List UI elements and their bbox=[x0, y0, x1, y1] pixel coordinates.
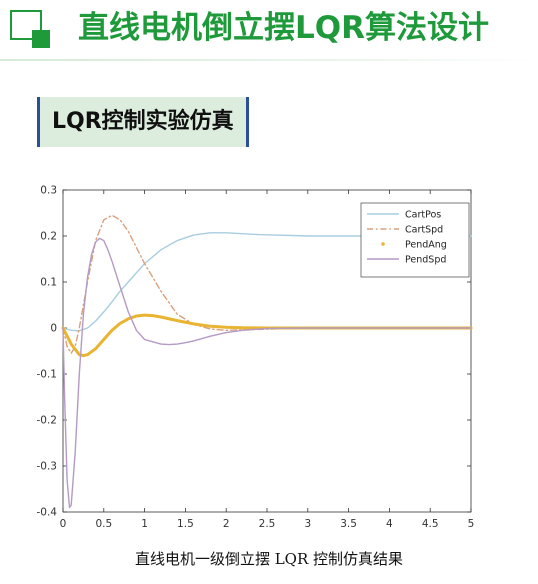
x-tick-label: 4.5 bbox=[422, 518, 439, 530]
y-tick-label: -0.2 bbox=[37, 415, 58, 427]
title-deco-filled-square bbox=[32, 30, 50, 48]
x-tick-label: 2 bbox=[223, 518, 230, 530]
x-tick-label: 3.5 bbox=[340, 518, 357, 530]
y-tick-label: -0.1 bbox=[37, 369, 58, 381]
series-line-pendang bbox=[61, 313, 473, 358]
legend-box bbox=[360, 202, 470, 278]
series-line-cartpos bbox=[62, 232, 472, 332]
y-tick-label: 0.3 bbox=[40, 185, 57, 197]
x-tick-label: 4 bbox=[386, 518, 393, 530]
title-deco-outline-square bbox=[10, 10, 42, 40]
y-tick-label: 0 bbox=[50, 323, 57, 335]
legend-label: PendAng bbox=[405, 240, 447, 251]
x-tick-label: 1.5 bbox=[177, 518, 194, 530]
x-tick-label: 1 bbox=[141, 518, 148, 530]
slide-title: 直线电机倒立摆LQR算法设计 bbox=[78, 10, 489, 46]
y-tick-label: -0.3 bbox=[37, 461, 58, 473]
x-tick-label: 3 bbox=[304, 518, 311, 530]
section-label: LQR控制实验仿真 bbox=[37, 97, 249, 147]
y-tick-label: 0.2 bbox=[40, 231, 57, 243]
x-tick-label: 0.5 bbox=[95, 518, 112, 530]
legend-swatch-pendang bbox=[381, 242, 385, 246]
x-tick-label: 2.5 bbox=[259, 518, 276, 530]
figure-caption: 直线电机一级倒立摆 LQR 控制仿真结果 bbox=[134, 550, 404, 568]
line-chart: 0 0.5 1 1.5 2 2.5 3 3.5 4 4.5 5 -0.4 -0.3 -0.2 -0.1 0 0.… bbox=[37, 185, 475, 531]
title-divider bbox=[0, 59, 538, 61]
legend-label: CartSpd bbox=[405, 225, 443, 236]
x-tick-label: 5 bbox=[468, 518, 475, 530]
series-line-pendspd bbox=[62, 237, 472, 509]
y-tick-label: -0.4 bbox=[37, 507, 58, 519]
legend-label: PendSpd bbox=[405, 255, 446, 266]
legend-label: CartPos bbox=[405, 210, 441, 221]
y-tick-label: 0.1 bbox=[40, 277, 57, 289]
x-tick-label: 0 bbox=[60, 518, 67, 530]
